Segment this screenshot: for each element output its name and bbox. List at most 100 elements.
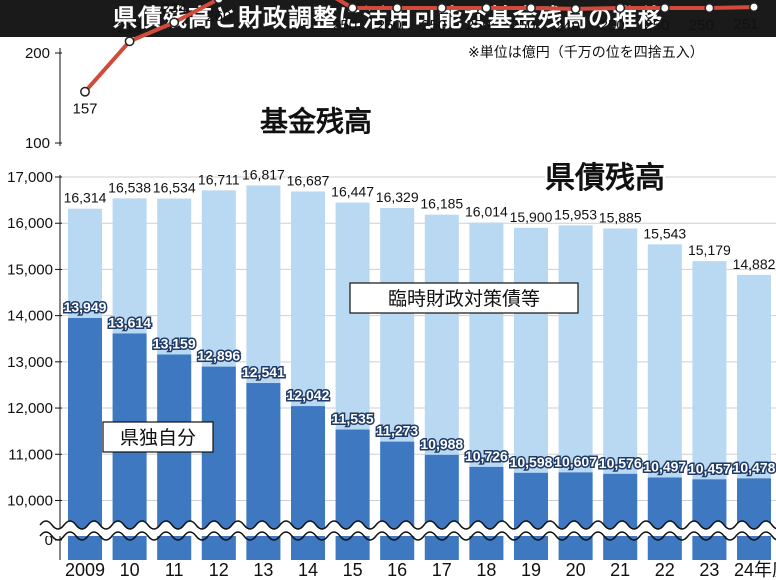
fund-balance-point <box>169 17 180 28</box>
own-debt-box: 県独自分 <box>102 421 214 453</box>
x-tick-label: 22 <box>655 560 675 580</box>
unit-note: ※単位は億円（千万の位を四捨五入） <box>468 44 704 61</box>
x-tick-label: 23 <box>699 560 719 580</box>
fund-balance-point <box>615 3 626 13</box>
bar-y-tick-label: 12,000 <box>7 400 53 417</box>
bar-y-tick-label: 16,000 <box>7 215 53 232</box>
x-tick-label: 14 <box>298 560 318 580</box>
fund-balance-value-label: 251 <box>733 16 758 33</box>
axis-break-line <box>39 520 776 530</box>
own-value-label: 10,457 <box>688 460 731 476</box>
axis-break-band <box>40 521 776 536</box>
bar-y-tick-label: 13,000 <box>7 354 53 371</box>
total-value-label: 16,817 <box>242 166 285 182</box>
fund-balance-point <box>213 0 224 4</box>
x-tick-label: 10 <box>120 560 140 580</box>
bar-y-tick-label: 17,000 <box>7 169 53 186</box>
bar-y-tick-label: 10,000 <box>7 492 53 509</box>
fund-balance-value-label: 260 <box>206 8 231 25</box>
bar-y-tick-label: 0 <box>45 532 53 549</box>
bar-y-tick-label: 15,000 <box>7 261 53 278</box>
total-value-label: 16,185 <box>420 196 463 212</box>
own-debt-bar <box>291 406 325 560</box>
x-tick-label: 2009 <box>65 560 105 580</box>
fund-balance-point <box>124 36 135 47</box>
fund-balance-point <box>436 3 447 13</box>
x-tick-label: 11 <box>165 560 184 580</box>
fund-balance-value-label: 250 <box>600 17 625 34</box>
own-debt-legend-label: 県独自分 <box>120 427 196 449</box>
axis-break-line <box>39 531 776 541</box>
x-tick-label: 20 <box>566 560 586 580</box>
own-value-label: 10,726 <box>465 448 508 464</box>
own-value-label: 10,497 <box>643 459 686 475</box>
total-value-label: 15,885 <box>599 210 642 226</box>
total-value-label: 16,014 <box>465 204 508 220</box>
own-debt-bar <box>68 317 102 560</box>
total-value-label: 16,711 <box>198 171 240 187</box>
own-value-label: 10,478 <box>733 459 776 475</box>
own-debt-bar <box>380 441 415 560</box>
fund-balance-value-label: 250 <box>466 17 491 34</box>
fund-balance-value-label: 250 <box>689 17 714 34</box>
total-value-label: 15,953 <box>554 206 597 222</box>
total-value-label: 16,329 <box>376 189 419 205</box>
own-debt-bar <box>603 473 638 560</box>
line-y-tick-label: 200 <box>25 45 50 62</box>
own-value-label: 10,988 <box>420 436 463 452</box>
x-tick-label: 24年度 <box>734 560 776 580</box>
x-tick-label: 16 <box>387 560 407 580</box>
own-value-label: 10,607 <box>554 453 597 469</box>
fund-balance-value-label: 250 <box>332 17 357 34</box>
own-debt-bar <box>558 472 593 560</box>
debt-balance-label: 県債残高 <box>545 161 665 196</box>
own-value-label: 12,896 <box>197 348 240 364</box>
own-debt-bar <box>647 477 682 560</box>
fund-balance-label: 基金残高 <box>260 105 372 138</box>
fund-balance-point <box>570 3 581 14</box>
fund-balance-point <box>481 3 492 13</box>
own-debt-bar <box>335 429 370 560</box>
fund-balance-point <box>80 86 90 97</box>
total-value-label: 16,534 <box>153 180 196 196</box>
own-debt-bar <box>424 454 459 560</box>
own-value-label: 11,535 <box>332 411 374 427</box>
own-debt-bar <box>692 479 727 560</box>
fund-balance-point <box>704 3 715 13</box>
own-value-label: 11,273 <box>376 423 418 439</box>
fund-balance-point <box>347 3 358 13</box>
total-value-label: 15,900 <box>510 209 553 225</box>
fund-balance-point <box>392 3 403 13</box>
total-value-label: 14,882 <box>733 256 776 272</box>
own-value-label: 10,598 <box>510 454 553 470</box>
total-value-label: 15,543 <box>643 225 686 241</box>
fund-balance-value-label: 250 <box>644 17 669 34</box>
x-tick-label: 21 <box>610 560 630 580</box>
bar-y-tick-label: 11,000 <box>8 446 53 463</box>
x-tick-label: 12 <box>209 560 229 580</box>
x-tick-label: 19 <box>521 560 541 580</box>
total-value-label: 16,687 <box>287 172 330 188</box>
fund-balance-value-label: 213 <box>117 19 142 36</box>
fund-balance-point <box>526 3 536 13</box>
fund-balance-value-label: 250 <box>377 17 402 34</box>
own-debt-bar <box>514 472 548 560</box>
total-value-label: 16,314 <box>64 190 107 206</box>
total-value-label: 16,447 <box>331 184 374 200</box>
own-debt-bar <box>469 466 504 560</box>
own-value-label: 13,614 <box>108 314 151 330</box>
special-debt-box: 臨時財政対策債等 <box>349 282 579 314</box>
own-value-label: 12,541 <box>242 364 285 380</box>
fund-balance-value-label: 249 <box>555 18 580 35</box>
bar-y-tick-label: 14,000 <box>7 308 53 325</box>
x-tick-label: 17 <box>432 560 452 580</box>
line-y-tick-label: 100 <box>25 135 50 152</box>
x-tick-label: 18 <box>476 560 496 580</box>
total-value-label: 15,179 <box>688 242 731 258</box>
fund-balance-line <box>83 0 755 94</box>
fund-balance-line-chart: 3002001001572132342602792792502502502502… <box>25 0 759 152</box>
special-debt-legend-label: 臨時財政対策債等 <box>388 288 540 310</box>
fund-balance-value-label: 250 <box>421 17 446 34</box>
